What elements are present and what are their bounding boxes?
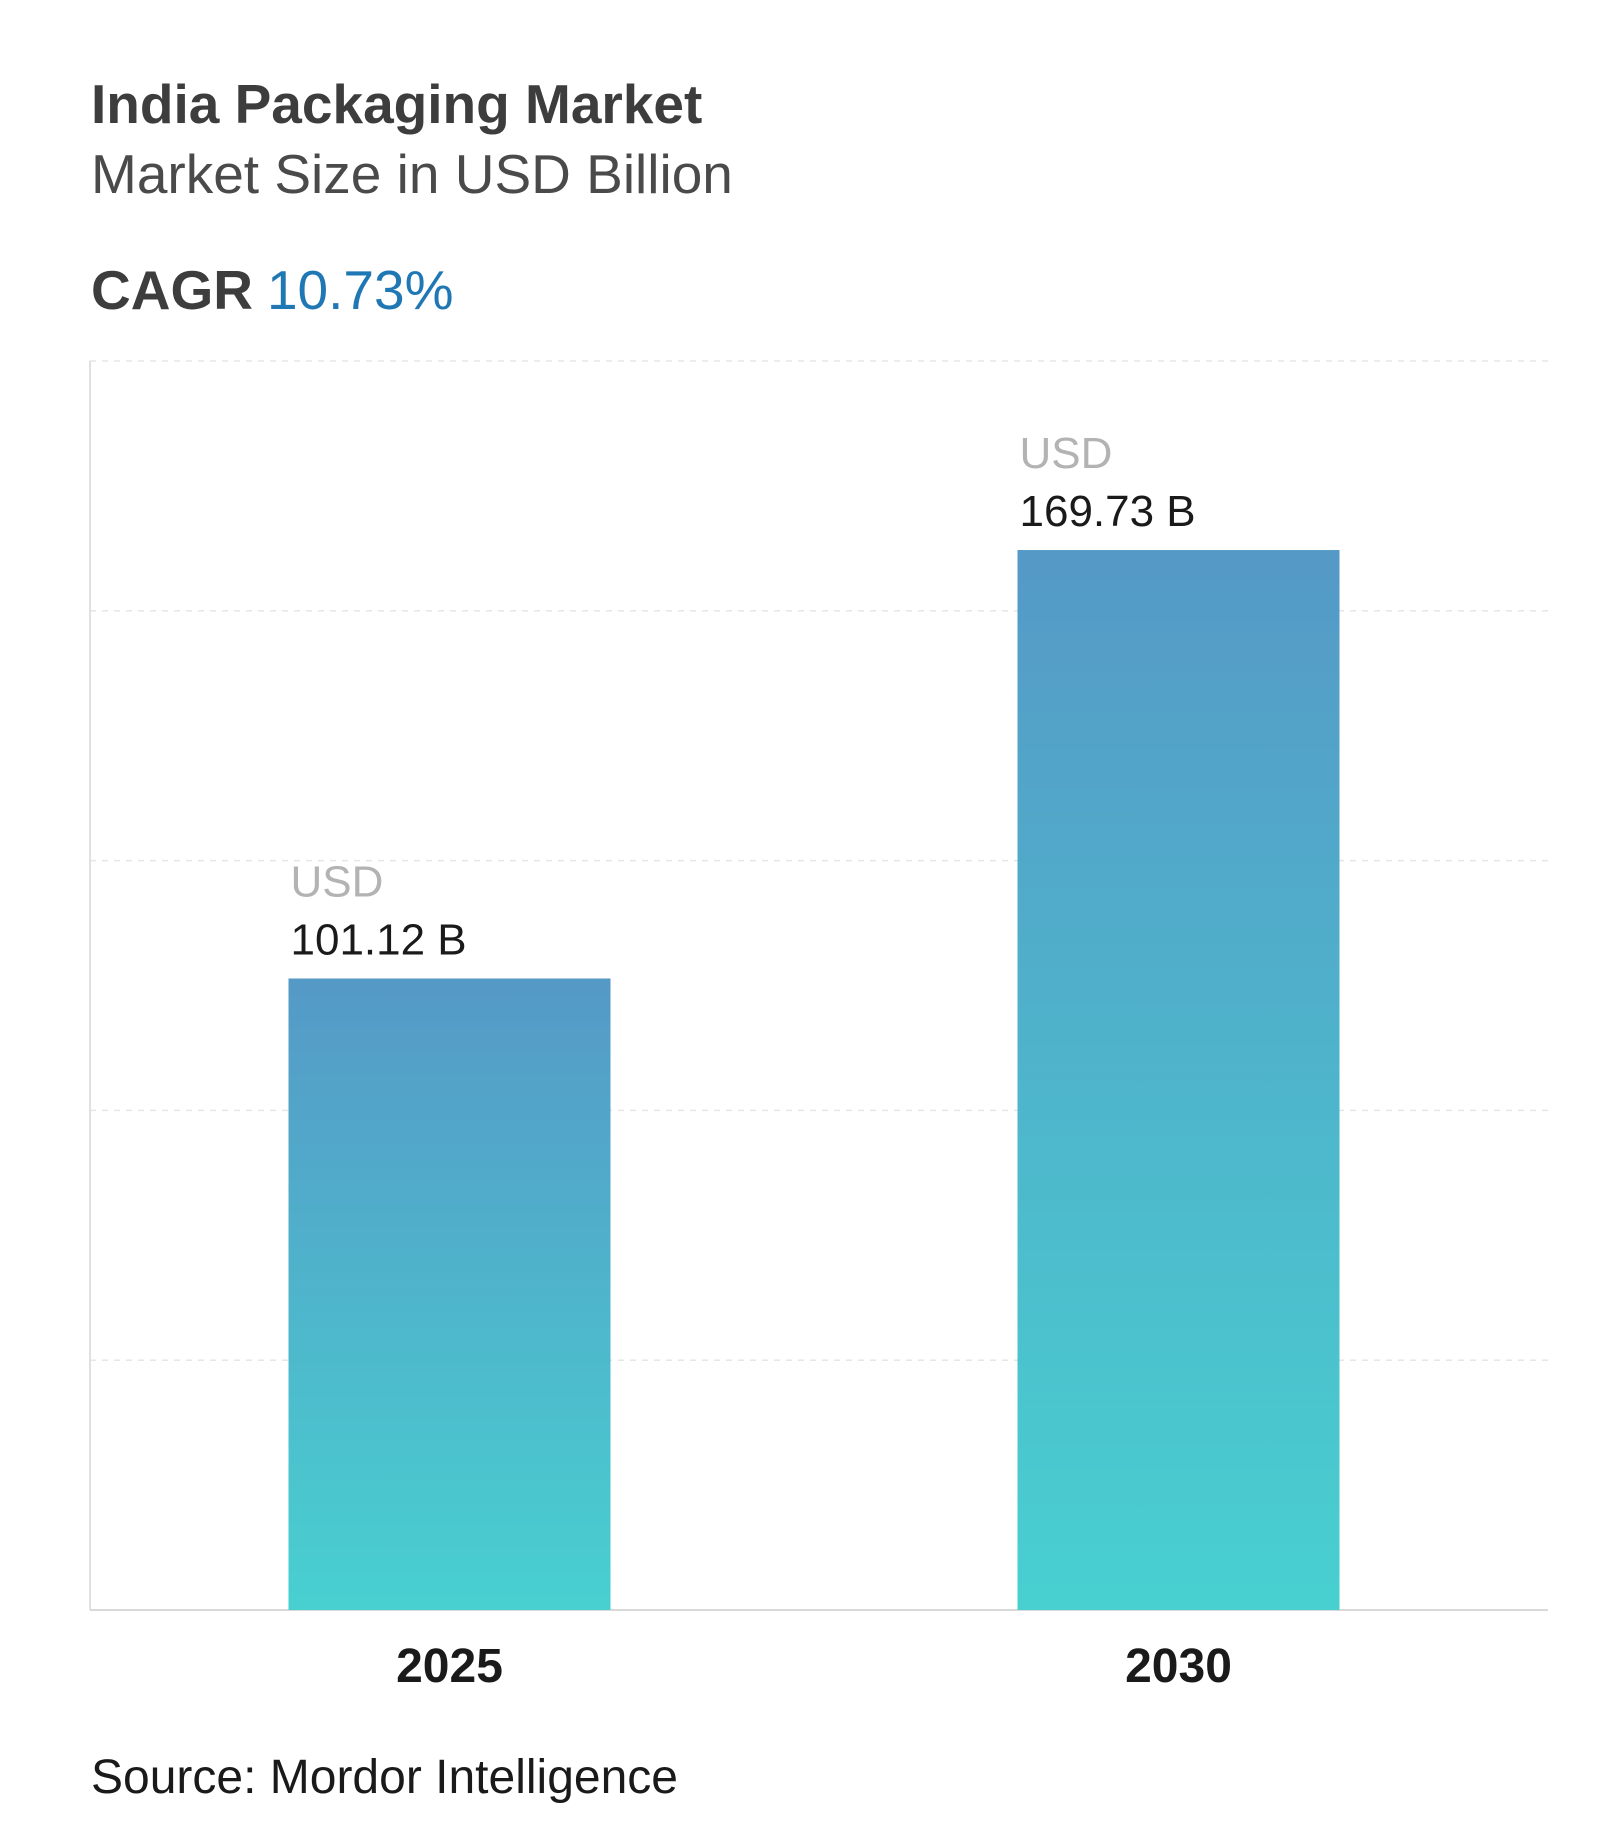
data-labels: USD 101.12 B 2025 USD 169.73 B 2030 (291, 429, 1232, 1693)
bar-currency-label: USD (1020, 429, 1113, 478)
bar-value-label: 169.73 B (1020, 487, 1196, 536)
x-tick-label: 2025 (396, 1640, 503, 1693)
bar-2030 (1017, 550, 1340, 1610)
bars (288, 550, 1340, 1610)
cagr-value: 10.73% (266, 259, 454, 321)
x-tick-label: 2030 (1125, 1640, 1232, 1693)
chart-title: India Packaging Market (91, 73, 703, 135)
cagr-label: CAGR (91, 259, 253, 321)
source-note: Source: Mordor Intelligence (91, 1751, 678, 1804)
bar-currency-label: USD (291, 858, 384, 907)
chart-subtitle: Market Size in USD Billion (91, 143, 733, 205)
cagr-line: CAGR 10.73% (91, 258, 454, 322)
bar-value-label: 101.12 B (291, 916, 467, 965)
bar-2025 (288, 978, 611, 1610)
